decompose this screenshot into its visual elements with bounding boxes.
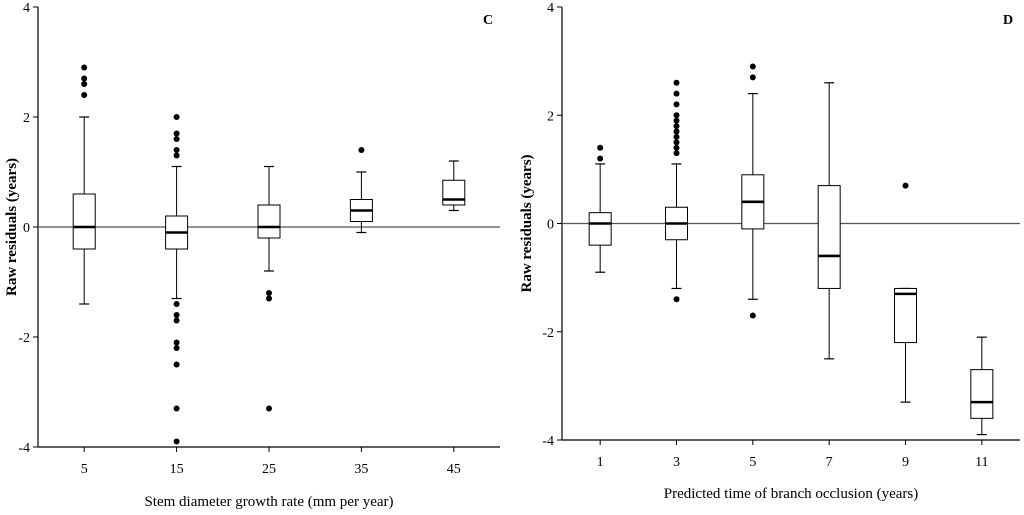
outlier-point [673, 90, 680, 97]
panel-label: D [1003, 13, 1013, 28]
outlier-point [173, 312, 180, 318]
outlier-point [173, 317, 180, 324]
x-tick-label: 11 [975, 455, 988, 470]
boxplot-x-9 [894, 182, 917, 403]
boxplot-x-1 [588, 144, 612, 273]
outlier-point [173, 361, 180, 368]
outlier-point [173, 136, 180, 142]
outlier-point [673, 123, 680, 130]
x-tick-label: 7 [826, 455, 833, 470]
y-tick-label: -2 [542, 326, 554, 341]
y-tick-label: -4 [18, 441, 30, 456]
y-tick-label: 2 [23, 111, 30, 126]
x-tick-label: 35 [354, 462, 368, 477]
outlier-point [81, 75, 88, 82]
box-iqr [970, 369, 994, 419]
outlier-point [81, 92, 88, 98]
boxplot-x-3 [665, 79, 688, 303]
outlier-point [673, 139, 680, 146]
y-tick-label: -2 [18, 331, 30, 346]
outlier-point [81, 64, 88, 71]
outlier-point [673, 117, 680, 124]
outlier-point [173, 345, 180, 351]
boxplot-x-11 [970, 336, 994, 436]
outlier-point [673, 101, 680, 108]
box-iqr [894, 287, 917, 344]
outlier-point [173, 152, 180, 159]
outlier-point [749, 312, 756, 319]
outlier-point [597, 155, 604, 162]
boxplot-x-7 [817, 82, 841, 360]
y-tick-label: 2 [547, 109, 554, 124]
x-tick-label: 15 [170, 462, 184, 477]
outlier-point [173, 301, 180, 307]
outlier-point [673, 296, 680, 303]
x-tick-label: 9 [902, 455, 909, 470]
box-iqr [257, 204, 281, 239]
outlier-point [266, 405, 272, 412]
outlier-point [673, 79, 680, 86]
x-tick-label: 25 [262, 462, 276, 477]
outlier-point [173, 130, 180, 137]
y-tick-label: 0 [23, 221, 30, 236]
boxplot-x-5 [72, 64, 96, 305]
outlier-point [173, 339, 180, 346]
outlier-point [266, 290, 272, 296]
boxplot-x-15 [165, 114, 189, 445]
outlier-point [673, 128, 680, 135]
outlier-point [597, 144, 604, 151]
outlier-point [358, 147, 365, 153]
outlier-point [749, 74, 756, 81]
y-tick-label: 4 [23, 1, 30, 16]
outlier-point [173, 405, 180, 412]
panel-label: C [483, 13, 493, 28]
outlier-point [173, 114, 180, 120]
y-tick-label: -4 [542, 434, 554, 449]
x-axis-title: Predicted time of branch occlusion (year… [664, 486, 919, 502]
boxplot-x-45 [442, 160, 466, 212]
x-tick-label: 45 [447, 462, 461, 477]
x-tick-label: 1 [597, 455, 604, 470]
boxplot-x-25 [257, 165, 281, 412]
outlier-point [673, 112, 680, 119]
y-tick-label: 0 [547, 218, 554, 233]
box-iqr [72, 193, 96, 250]
x-tick-label: 5 [81, 462, 88, 477]
chart-panel-d: -4 -2 0 2 4 1 3 5 7 9 11 D Raw residuals (years) Pred… [519, 1, 1020, 502]
y-axis-title: Raw residuals (years) [4, 158, 20, 296]
box-iqr [588, 212, 612, 246]
x-axis-title: Stem diameter growth rate (mm per year) [144, 494, 393, 510]
y-axis-title: Raw residuals (years) [519, 154, 535, 292]
outlier-point [673, 150, 680, 157]
outlier-point [173, 438, 180, 445]
outlier-point [81, 81, 88, 87]
y-tick-label: 4 [547, 1, 554, 16]
box-iqr [442, 179, 466, 206]
outlier-point [673, 144, 680, 151]
box-iqr [817, 185, 841, 289]
x-tick-label: 5 [749, 455, 756, 470]
x-tick-label: 3 [673, 455, 680, 470]
boxplot-x-5 [741, 63, 765, 319]
outlier-point [902, 182, 909, 189]
boxplot-x-35 [349, 147, 373, 234]
outlier-point [266, 295, 272, 302]
outlier-point [173, 147, 180, 153]
outlier-point [673, 133, 680, 140]
outlier-point [749, 63, 756, 70]
